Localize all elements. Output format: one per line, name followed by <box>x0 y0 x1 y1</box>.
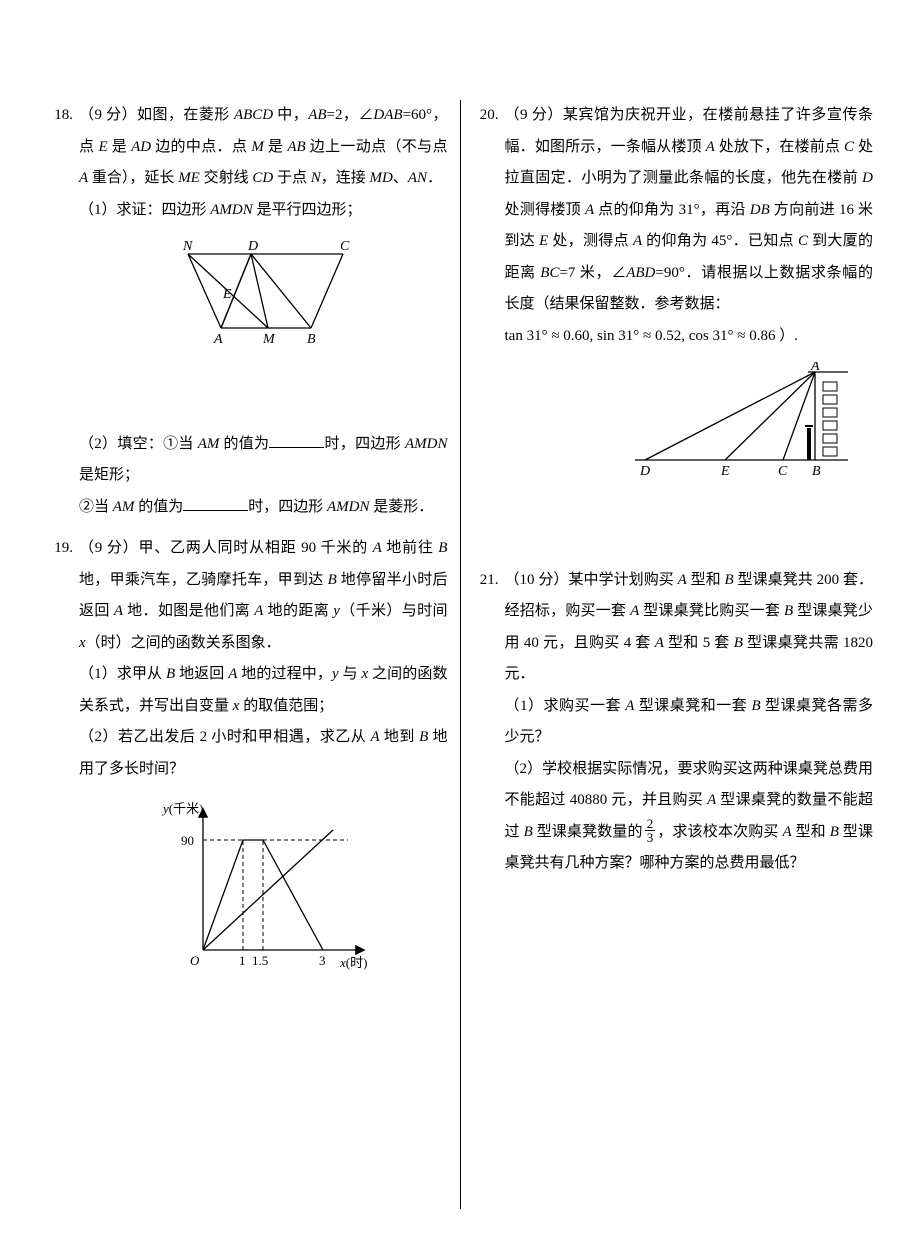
points-label: （9 分） <box>505 107 563 123</box>
svg-text:1: 1 <box>239 953 246 968</box>
problem-number: 21. <box>473 565 505 880</box>
svg-text:N: N <box>182 239 193 254</box>
part-1: （1）求甲从 B 地返回 A 地的过程中，y 与 x 之间的函数关系式，并写出自… <box>79 659 448 722</box>
spacer <box>473 525 874 565</box>
exam-page: 18. （9 分）如图，在菱形 ABCD 中，AB=2，∠DAB=60°，点 E… <box>0 0 920 1249</box>
fill-lead: （2）填空：①当 AM 的值为 <box>79 436 269 452</box>
svg-text:C: C <box>340 239 350 254</box>
part-1: （1）求证：四边形 AMDN 是平行四边形； <box>79 195 448 227</box>
points-label: （9 分） <box>79 107 137 123</box>
problem-number: 19. <box>47 533 79 1013</box>
frac-numerator: 2 <box>645 817 656 831</box>
frac-denominator: 3 <box>645 831 656 844</box>
points-label: （9 分） <box>79 540 138 556</box>
problem-text: 某宾馆为庆祝开业，在楼前悬挂了许多宣传条幅．如图所示，一条幅从楼顶 A 处放下，… <box>505 107 874 312</box>
svg-text:E: E <box>720 464 730 479</box>
svg-text:y(千米): y(千米) <box>161 801 203 816</box>
part-2b: ②当 AM 的值为 时，四边形 AMDN 是菱形． <box>79 492 448 524</box>
fill-tail-2: 时，四边形 AMDN 是菱形． <box>248 499 433 515</box>
svg-text:B: B <box>307 332 316 346</box>
svg-text:E: E <box>222 287 232 302</box>
part-1: （1）求购买一套 A 型课桌凳和一套 B 型课桌凳各需多少元？ <box>505 691 874 754</box>
problem-text: 某中学计划购买 A 型和 B 型课桌凳共 200 套．经招标，购买一套 A 型课… <box>505 572 874 683</box>
problem-body: （9 分）如图，在菱形 ABCD 中，AB=2，∠DAB=60°，点 E 是 A… <box>79 100 448 523</box>
diagram-18: N D C A M B E <box>79 236 448 359</box>
svg-text:D: D <box>639 464 650 479</box>
right-column: 20. （9 分）某宾馆为庆祝开业，在楼前悬挂了许多宣传条幅．如图所示，一条幅从… <box>461 100 886 1209</box>
svg-text:1.5: 1.5 <box>252 953 268 968</box>
part-2a: （2）填空：①当 AM 的值为时，四边形 AMDN 是矩形； <box>79 429 448 492</box>
spacer <box>79 379 448 429</box>
problem-18: 18. （9 分）如图，在菱形 ABCD 中，AB=2，∠DAB=60°，点 E… <box>47 100 448 523</box>
problem-number: 20. <box>473 100 505 515</box>
fill-blank-1 <box>269 433 324 448</box>
part-2: （2）若乙出发后 2 小时和甲相遇，求乙从 A 地到 B 地用了多长时间？ <box>79 722 448 785</box>
svg-text:B: B <box>812 464 821 479</box>
diagram-19: y(千米) x(时) 90 O 1 1.5 3 <box>79 795 448 993</box>
left-column: 18. （9 分）如图，在菱形 ABCD 中，AB=2，∠DAB=60°，点 E… <box>35 100 460 1209</box>
reference-data: tan 31° ≈ 0.60, sin 31° ≈ 0.52, cos 31° … <box>505 321 874 353</box>
problem-body: （10 分）某中学计划购买 A 型和 B 型课桌凳共 200 套．经招标，购买一… <box>505 565 874 880</box>
problem-text: 甲、乙两人同时从相距 90 千米的 A 地前往 B 地，甲乘汽车，乙骑摩托车，甲… <box>79 540 447 651</box>
svg-text:3: 3 <box>319 953 326 968</box>
distance-time-chart: y(千米) x(时) 90 O 1 1.5 3 <box>148 795 378 980</box>
svg-text:C: C <box>778 464 788 479</box>
svg-text:A: A <box>213 332 223 346</box>
points-label: （10 分） <box>505 572 569 588</box>
svg-text:D: D <box>247 239 258 254</box>
problem-20: 20. （9 分）某宾馆为庆祝开业，在楼前悬挂了许多宣传条幅．如图所示，一条幅从… <box>473 100 874 515</box>
fill-blank-2 <box>183 496 248 511</box>
building-angle-figure: A D E C B <box>623 362 863 482</box>
svg-text:M: M <box>262 332 276 346</box>
fraction-2-3: 23 <box>645 817 656 844</box>
problem-number: 18. <box>47 100 79 523</box>
svg-text:A: A <box>810 362 820 374</box>
problem-21: 21. （10 分）某中学计划购买 A 型和 B 型课桌凳共 200 套．经招标… <box>473 565 874 880</box>
problem-19: 19. （9 分）甲、乙两人同时从相距 90 千米的 A 地前往 B 地，甲乘汽… <box>47 533 448 1013</box>
svg-text:O: O <box>190 953 200 968</box>
problem-body: （9 分）某宾馆为庆祝开业，在楼前悬挂了许多宣传条幅．如图所示，一条幅从楼顶 A… <box>505 100 874 515</box>
rhombus-figure: N D C A M B E <box>173 236 353 346</box>
diagram-20: A D E C B <box>505 362 874 495</box>
problem-body: （9 分）甲、乙两人同时从相距 90 千米的 A 地前往 B 地，甲乘汽车，乙骑… <box>79 533 448 1013</box>
svg-text:90: 90 <box>181 833 194 848</box>
svg-text:x(时): x(时) <box>339 955 367 970</box>
two-column-layout: 18. （9 分）如图，在菱形 ABCD 中，AB=2，∠DAB=60°，点 E… <box>35 100 885 1209</box>
fill-lead-2: ②当 AM 的值为 <box>79 499 183 515</box>
part-2: （2）学校根据实际情况，要求购买这两种课桌凳总费用不能超过 40880 元，并且… <box>505 754 874 880</box>
